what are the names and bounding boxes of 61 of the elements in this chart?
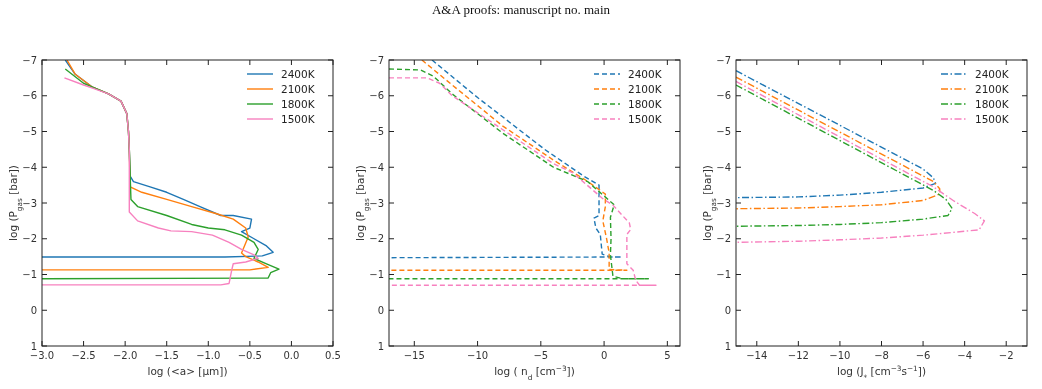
legend-label: 1500K (281, 113, 316, 125)
x-tick-label: −3.0 (29, 350, 55, 361)
x-axis-title: log ( n$_{d}$ [cm$^{−3}$]) (494, 363, 575, 382)
y-tick-label: −6 (22, 90, 37, 102)
x-tick-label: 5 (664, 350, 671, 361)
legend-label: 1800K (628, 98, 663, 110)
x-tick-label: −2.5 (71, 350, 96, 361)
legend-label: 1500K (975, 113, 1010, 125)
legend-label: 1800K (281, 98, 316, 110)
y-tick-label: −1 (22, 269, 37, 280)
y-tick-label: −4 (22, 161, 37, 173)
x-tick-label: −1.5 (154, 350, 179, 361)
text: A&A proofs: manuscript no. main (431, 2, 611, 17)
y-tick-label: −4 (716, 161, 731, 173)
x-tick-label: −10 (467, 350, 489, 361)
legend-label: 1500K (628, 113, 663, 125)
x-tick-label: −2 (998, 350, 1014, 361)
legend-label: 1800K (975, 98, 1010, 110)
y-tick-label: 1 (30, 340, 37, 352)
legend-label: 2100K (975, 83, 1010, 95)
y-tick-label: 1 (377, 340, 384, 352)
line-series (736, 84, 953, 227)
x-tick-label: −10 (829, 350, 851, 361)
y-tick-label: −4 (369, 161, 384, 173)
y-tick-label: −7 (22, 54, 37, 66)
x-tick-label: −1.0 (196, 350, 221, 361)
y-tick-label: −6 (369, 90, 384, 102)
x-axis-title: log (J$_{*}$ [cm$^{−3}$s$^{−1}$]) (837, 363, 926, 382)
y-tick-label: −2 (716, 233, 731, 245)
x-tick-label: 0 (600, 350, 608, 361)
x-tick-label: −2.0 (112, 350, 138, 361)
x-tick-label: −12 (787, 350, 809, 361)
y-tick-label: −5 (22, 126, 37, 137)
x-axis-title: log (<a> [μm]) (147, 365, 228, 377)
legend-label: 2400K (628, 68, 663, 80)
y-tick-label: −5 (716, 126, 731, 137)
y-tick-label: −7 (716, 54, 731, 66)
x-tick-label: −6 (915, 350, 931, 361)
legend-label: 2400K (281, 68, 316, 80)
y-tick-label: −5 (369, 126, 384, 137)
x-tick-label: 0.5 (325, 350, 341, 361)
y-tick-label: −2 (369, 233, 384, 245)
y-tick-label: −6 (716, 90, 731, 102)
x-tick-label: −14 (746, 350, 768, 361)
y-tick-label: 0 (377, 304, 384, 316)
y-tick-label: −1 (716, 269, 731, 280)
y-tick-label: −1 (369, 269, 384, 280)
legend-label: 2100K (628, 83, 663, 95)
y-tick-label: 0 (724, 304, 731, 316)
x-tick-label: −15 (403, 350, 425, 361)
x-tick-label: −0.5 (237, 350, 263, 361)
x-tick-label: −4 (957, 350, 973, 361)
y-tick-label: −2 (22, 233, 37, 245)
legend-label: 2100K (281, 83, 316, 95)
y-tick-label: 0 (30, 304, 37, 316)
legend-label: 2400K (975, 68, 1010, 80)
x-tick-label: −8 (874, 350, 889, 361)
x-tick-label: −5 (533, 350, 549, 361)
y-tick-label: −7 (369, 54, 384, 66)
x-tick-label: 0.0 (283, 350, 300, 361)
y-tick-label: 1 (724, 340, 731, 352)
